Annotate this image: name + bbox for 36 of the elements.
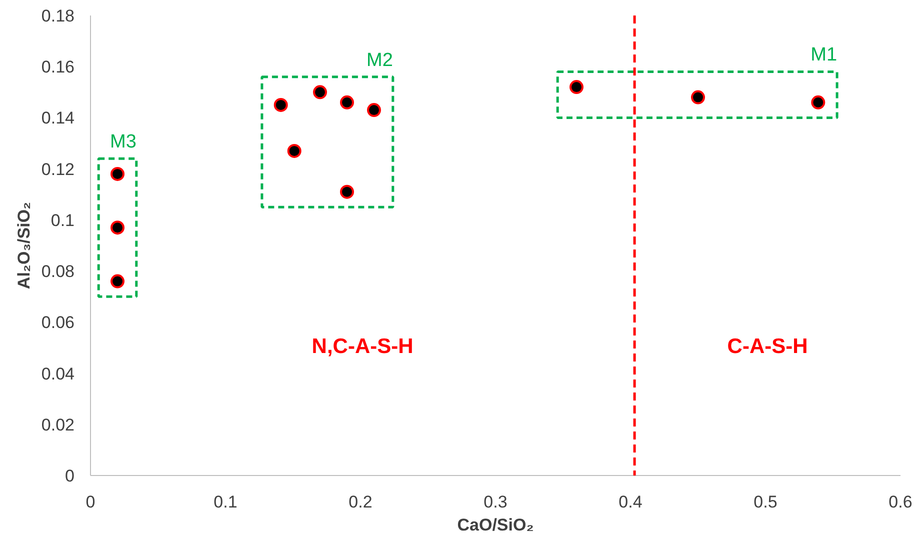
- y-tick-label: 0.02: [41, 415, 75, 434]
- point: [313, 85, 327, 100]
- y-tick-label: 0.04: [41, 364, 75, 384]
- x-axis-title: CaO/SiO₂: [457, 516, 534, 534]
- x-tick-label: 0.5: [754, 492, 778, 512]
- y-tick-label: 0.12: [41, 160, 75, 179]
- annotation: N,C-A-S-H: [312, 335, 414, 358]
- y-tick-label: 0: [65, 466, 75, 486]
- y-tick-label: 0.08: [41, 262, 75, 282]
- x-tick-label: 0.4: [618, 492, 642, 512]
- x-tick-label: 0.3: [484, 492, 508, 512]
- point: [110, 274, 124, 288]
- point: [110, 220, 124, 235]
- point: [811, 95, 826, 110]
- y-tick-label: 0.06: [41, 313, 75, 332]
- point: [570, 80, 584, 94]
- x-tick-label: 0.1: [214, 492, 238, 512]
- y-tick-label: 0.1: [50, 210, 75, 230]
- point: [340, 95, 354, 110]
- x-tick-label: 0.6: [888, 492, 912, 512]
- series-label: M3: [110, 132, 136, 153]
- y-tick-label: 0.14: [41, 108, 75, 128]
- series-label: M1: [810, 44, 838, 66]
- series-label: M2: [366, 50, 393, 71]
- point: [340, 184, 354, 199]
- annotation: C-A-S-H: [727, 335, 808, 358]
- point: [110, 166, 124, 181]
- point: [274, 98, 288, 112]
- y-tick-label: 0.16: [41, 58, 75, 77]
- x-tick-label: 0: [86, 492, 96, 512]
- y-axis-title: Al₂O₃/SiO₂: [14, 202, 34, 290]
- point: [691, 90, 705, 104]
- point: [367, 103, 381, 118]
- x-tick-label: 0.2: [348, 492, 372, 512]
- point: [287, 144, 302, 158]
- y-tick-label: 0.18: [41, 6, 75, 26]
